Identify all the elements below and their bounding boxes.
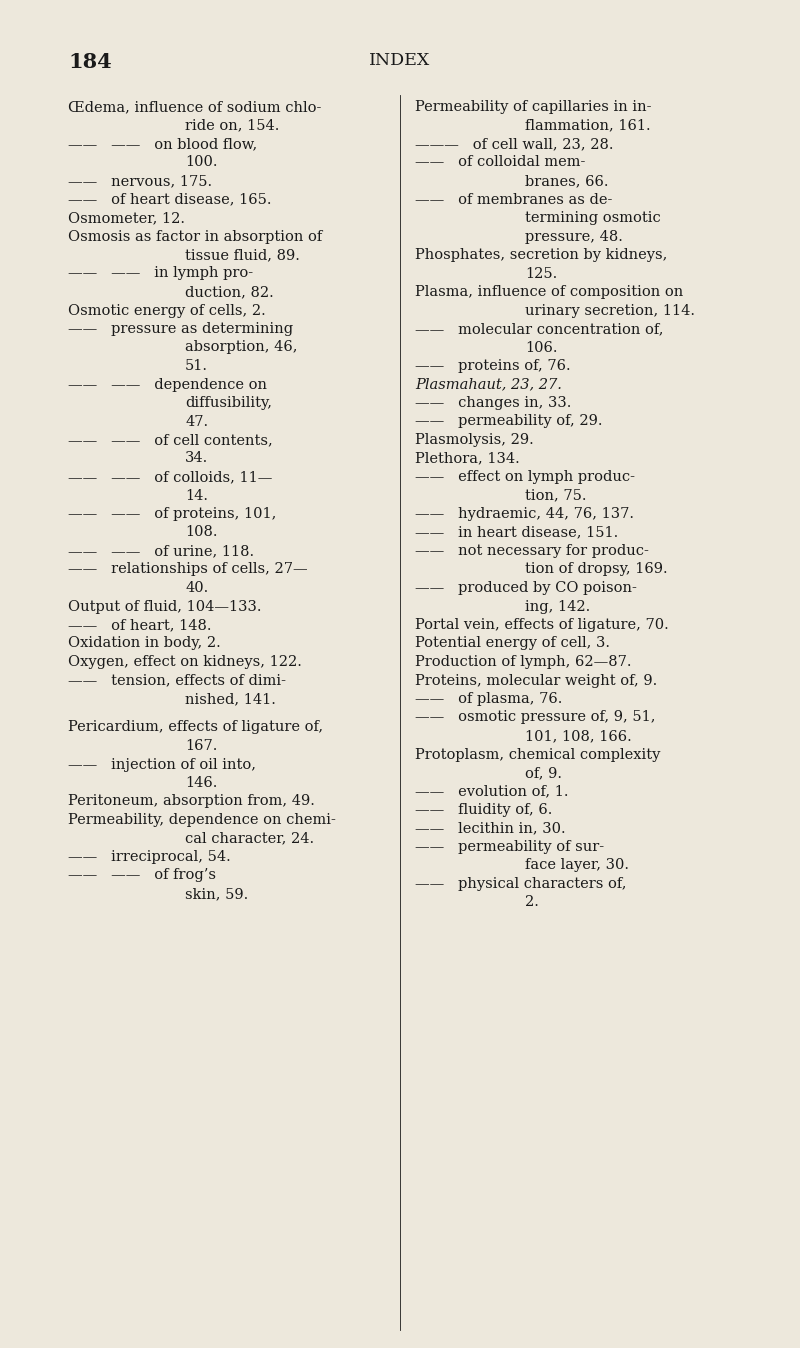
Text: ——   ——   dependence on: —— —— dependence on [68,377,267,391]
Text: ——   permeability of sur-: —— permeability of sur- [415,840,604,855]
Text: ——   ——   of frog’s: —— —— of frog’s [68,868,216,883]
Text: cal character, 24.: cal character, 24. [185,832,314,845]
Text: 108.: 108. [185,526,218,539]
Text: ——   relationships of cells, 27—: —— relationships of cells, 27— [68,562,308,577]
Text: diffusibility,: diffusibility, [185,396,272,410]
Text: Protoplasm, chemical complexity: Protoplasm, chemical complexity [415,748,660,762]
Text: 106.: 106. [525,341,558,355]
Text: flammation, 161.: flammation, 161. [525,119,650,132]
Text: Output of fluid, 104—133.: Output of fluid, 104—133. [68,600,262,613]
Text: 40.: 40. [185,581,208,594]
Text: ——   not necessary for produc-: —— not necessary for produc- [415,545,649,558]
Text: Oxidation in body, 2.: Oxidation in body, 2. [68,636,221,651]
Text: ——   ——   of proteins, 101,: —— —— of proteins, 101, [68,507,276,520]
Text: Plasmolysis, 29.: Plasmolysis, 29. [415,433,534,448]
Text: tion of dropsy, 169.: tion of dropsy, 169. [525,562,668,577]
Text: ——   ——   in lymph pro-: —— —— in lymph pro- [68,267,253,280]
Text: ——   nervous, 175.: —— nervous, 175. [68,174,212,187]
Text: ride on, 154.: ride on, 154. [185,119,279,132]
Text: ——   tension, effects of dimi-: —— tension, effects of dimi- [68,674,286,687]
Text: Phosphates, secretion by kidneys,: Phosphates, secretion by kidneys, [415,248,667,262]
Text: nished, 141.: nished, 141. [185,692,276,706]
Text: ——   physical characters of,: —— physical characters of, [415,878,626,891]
Text: ——   pressure as determining: —— pressure as determining [68,322,293,336]
Text: 184: 184 [68,53,112,71]
Text: ——   effect on lymph produc-: —— effect on lymph produc- [415,470,635,484]
Text: Pericardium, effects of ligature of,: Pericardium, effects of ligature of, [68,720,323,735]
Text: ——   fluidity of, 6.: —— fluidity of, 6. [415,803,552,817]
Text: 101, 108, 166.: 101, 108, 166. [525,729,632,743]
Text: Portal vein, effects of ligature, 70.: Portal vein, effects of ligature, 70. [415,617,669,632]
Text: of, 9.: of, 9. [525,766,562,780]
Text: Permeability of capillaries in in-: Permeability of capillaries in in- [415,100,651,115]
Text: Plasma, influence of composition on: Plasma, influence of composition on [415,284,683,299]
Text: Œdema, influence of sodium chlo-: Œdema, influence of sodium chlo- [68,100,322,115]
Text: Potential energy of cell, 3.: Potential energy of cell, 3. [415,636,610,651]
Text: ——   ——   on blood flow,: —— —— on blood flow, [68,137,258,151]
Text: Osmosis as factor in absorption of: Osmosis as factor in absorption of [68,229,322,244]
Text: Plasmahaut, 23, 27.: Plasmahaut, 23, 27. [415,377,562,391]
Text: ——   lecithin in, 30.: —— lecithin in, 30. [415,821,566,836]
Text: ——   of membranes as de-: —— of membranes as de- [415,193,612,206]
Text: 2.: 2. [525,895,539,910]
Text: ——   of colloidal mem-: —— of colloidal mem- [415,155,586,170]
Text: absorption, 46,: absorption, 46, [185,341,298,355]
Text: termining osmotic: termining osmotic [525,212,661,225]
Text: 100.: 100. [185,155,218,170]
Text: ——   osmotic pressure of, 9, 51,: —— osmotic pressure of, 9, 51, [415,710,655,724]
Text: ——   ——   of cell contents,: —— —— of cell contents, [68,433,273,448]
Text: ——   of heart disease, 165.: —— of heart disease, 165. [68,193,271,206]
Text: ——   proteins of, 76.: —— proteins of, 76. [415,359,570,373]
Text: 146.: 146. [185,776,218,790]
Text: duction, 82.: duction, 82. [185,284,274,299]
Text: Oxygen, effect on kidneys, 122.: Oxygen, effect on kidneys, 122. [68,655,302,669]
Text: 47.: 47. [185,414,208,429]
Text: Plethora, 134.: Plethora, 134. [415,452,520,465]
Text: 34.: 34. [185,452,208,465]
Text: ——   permeability of, 29.: —— permeability of, 29. [415,414,602,429]
Text: 14.: 14. [185,488,208,503]
Text: Production of lymph, 62—87.: Production of lymph, 62—87. [415,655,631,669]
Text: 167.: 167. [185,739,218,754]
Text: Osmotic energy of cells, 2.: Osmotic energy of cells, 2. [68,303,266,318]
Text: ——   in heart disease, 151.: —— in heart disease, 151. [415,526,618,539]
Text: tion, 75.: tion, 75. [525,488,586,503]
Text: ——   molecular concentration of,: —— molecular concentration of, [415,322,663,336]
Text: Permeability, dependence on chemi-: Permeability, dependence on chemi- [68,813,336,828]
Text: pressure, 48.: pressure, 48. [525,229,623,244]
Text: skin, 59.: skin, 59. [185,887,248,900]
Text: INDEX: INDEX [370,53,430,69]
Text: urinary secretion, 114.: urinary secretion, 114. [525,303,695,318]
Text: tissue fluid, 89.: tissue fluid, 89. [185,248,300,262]
Text: ——   hydraemic, 44, 76, 137.: —— hydraemic, 44, 76, 137. [415,507,634,520]
Text: Osmometer, 12.: Osmometer, 12. [68,212,185,225]
Text: Peritoneum, absorption from, 49.: Peritoneum, absorption from, 49. [68,794,315,809]
Text: branes, 66.: branes, 66. [525,174,609,187]
Text: face layer, 30.: face layer, 30. [525,859,629,872]
Text: ——   changes in, 33.: —— changes in, 33. [415,396,571,410]
Text: ——   ——   of urine, 118.: —— —— of urine, 118. [68,545,254,558]
Text: ——   ——   of colloids, 11—: —— —— of colloids, 11— [68,470,272,484]
Text: ——   of plasma, 76.: —— of plasma, 76. [415,692,562,706]
Text: ——   irreciprocal, 54.: —— irreciprocal, 54. [68,851,230,864]
Text: ——   evolution of, 1.: —— evolution of, 1. [415,785,569,798]
Text: ——   of heart, 148.: —— of heart, 148. [68,617,211,632]
Text: ——   injection of oil into,: —— injection of oil into, [68,758,256,771]
Text: 125.: 125. [525,267,558,280]
Text: ——   produced by CO poison-: —— produced by CO poison- [415,581,637,594]
Text: ing, 142.: ing, 142. [525,600,590,613]
Text: Proteins, molecular weight of, 9.: Proteins, molecular weight of, 9. [415,674,658,687]
Text: ———   of cell wall, 23, 28.: ——— of cell wall, 23, 28. [415,137,614,151]
Text: 51.: 51. [185,359,208,373]
